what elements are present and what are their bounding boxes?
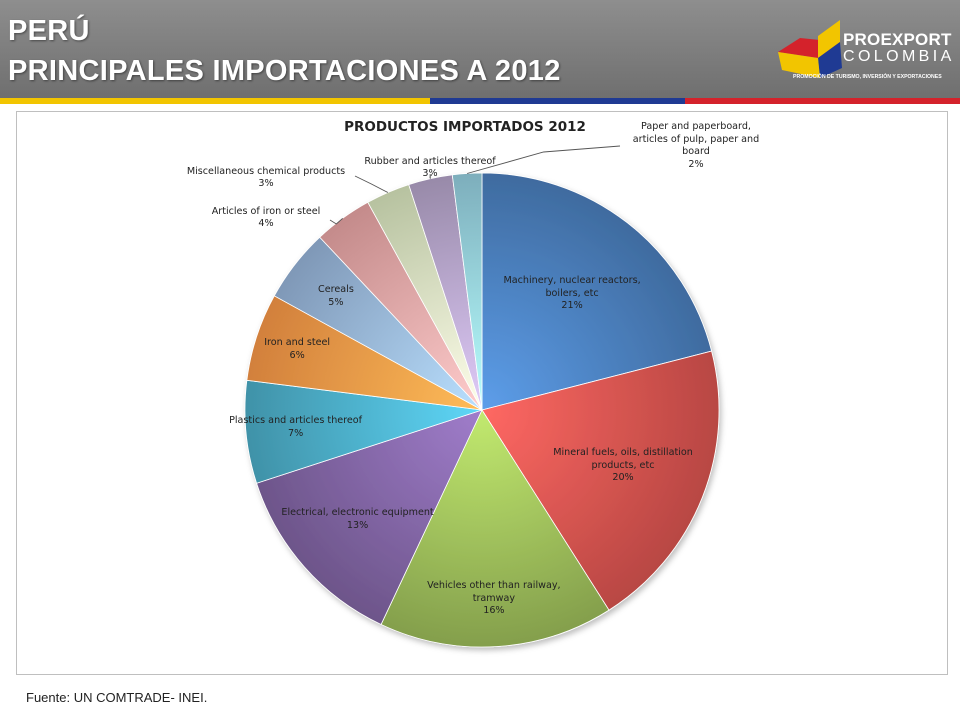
slice-percent: 3% bbox=[422, 168, 438, 179]
slice-label: Plastics and articles thereof 7% bbox=[229, 415, 362, 440]
slice-percent: 6% bbox=[289, 349, 305, 361]
slice-label: Cereals 5% bbox=[318, 284, 354, 309]
proexport-logo-icon bbox=[778, 20, 842, 78]
pie-slice bbox=[481, 350, 720, 611]
slice-label: Miscellaneous chemical products 3% bbox=[187, 166, 345, 191]
slice-label: Mineral fuels, oils, distillation product… bbox=[553, 447, 693, 485]
slice-name-line: articles of pulp, paper and bbox=[632, 133, 760, 145]
slice-percent: 21% bbox=[561, 300, 583, 312]
slide-title-country: PERÚ bbox=[8, 15, 90, 47]
slice-name-line: products, etc bbox=[591, 459, 655, 471]
slice-percent: 13% bbox=[346, 519, 369, 531]
slice-label: Articles of iron or steel 4% bbox=[212, 206, 321, 231]
logo-tagline: PROMOCIÓN DE TURISMO, INVERSIÓN Y EXPORT… bbox=[793, 74, 942, 80]
pie-slice bbox=[244, 379, 483, 484]
pie-slice bbox=[481, 172, 713, 411]
flag-stripe-yellow bbox=[0, 98, 430, 104]
logo-name: PROEXPORT bbox=[843, 30, 952, 49]
slice-name-line: Paper and paperboard, bbox=[641, 121, 751, 132]
slide-title: PRINCIPALES IMPORTACIONES A 2012 bbox=[8, 55, 561, 87]
slice-percent: 3% bbox=[258, 178, 274, 189]
slice-percent: 20% bbox=[612, 472, 634, 484]
slice-name-line: Cereals bbox=[318, 284, 354, 296]
slice-name-line: Rubber and articles thereof bbox=[364, 155, 496, 167]
slice-name-line: Vehicles other than railway, bbox=[427, 580, 561, 592]
slice-percent: 4% bbox=[258, 218, 274, 229]
slice-label: Rubber and articles thereof 3% bbox=[364, 156, 495, 181]
slice-label: Machinery, nuclear reactors, boilers, etc… bbox=[503, 275, 640, 313]
slice-label: Vehicles other than railway, tramway 16% bbox=[427, 580, 560, 618]
leader-line bbox=[354, 175, 389, 193]
source-note: Fuente: UN COMTRADE- INEI. bbox=[26, 690, 208, 705]
slice-name-line: Miscellaneous chemical products bbox=[186, 165, 346, 177]
slice-label: Paper and paperboard, articles of pulp, p… bbox=[633, 121, 759, 171]
chart-title: PRODUCTOS IMPORTADOS 2012 bbox=[344, 119, 586, 135]
pie-slice bbox=[256, 409, 483, 625]
slice-name-line: Electrical, electronic equipment bbox=[281, 507, 434, 519]
slice-percent: 16% bbox=[483, 605, 505, 617]
slice-label: Electrical, electronic equipment 13% bbox=[281, 507, 433, 532]
slice-percent: 5% bbox=[328, 296, 344, 308]
flag-stripe-blue bbox=[430, 98, 685, 104]
slice-percent: 2% bbox=[688, 158, 704, 170]
slice-name-line: Mineral fuels, oils, distillation bbox=[553, 447, 693, 459]
flag-stripe-red bbox=[685, 98, 960, 104]
leader-line bbox=[329, 217, 343, 225]
slice-name-line: Machinery, nuclear reactors, bbox=[503, 275, 641, 287]
logo-subtitle: COLOMBIA bbox=[843, 48, 955, 65]
slice-name-line: Plastics and articles thereof bbox=[229, 415, 363, 427]
slice-name-line: Articles of iron or steel bbox=[211, 205, 321, 217]
slice-name-line: tramway bbox=[472, 592, 516, 604]
slice-name-line: boilers, etc bbox=[545, 287, 599, 299]
slice-name-line: Iron and steel bbox=[264, 337, 331, 349]
slice-label: Iron and steel 6% bbox=[264, 337, 330, 362]
slice-percent: 7% bbox=[287, 427, 304, 439]
slice-name-line: board bbox=[682, 146, 710, 157]
pie-slice bbox=[380, 409, 610, 648]
leader-line bbox=[466, 145, 621, 174]
